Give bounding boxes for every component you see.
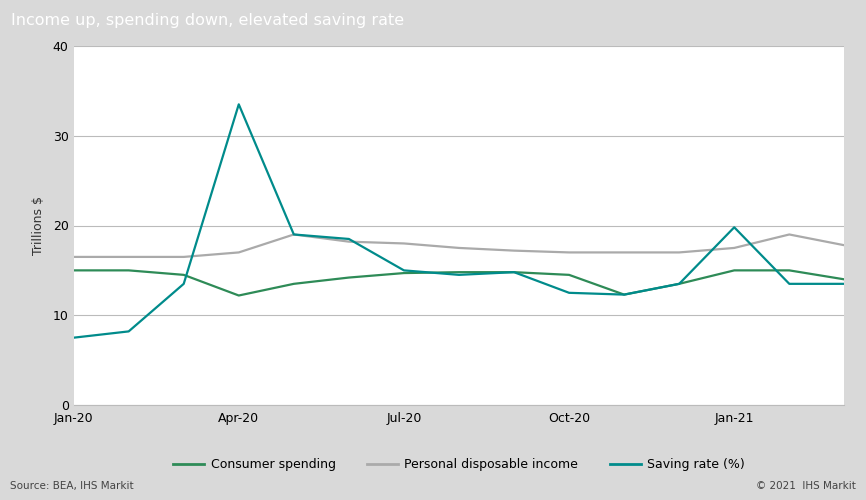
- Text: Income up, spending down, elevated saving rate: Income up, spending down, elevated savin…: [11, 14, 404, 28]
- Legend: Consumer spending, Personal disposable income, Saving rate (%): Consumer spending, Personal disposable i…: [173, 458, 745, 471]
- Text: © 2021  IHS Markit: © 2021 IHS Markit: [756, 481, 856, 491]
- Text: Source: BEA, IHS Markit: Source: BEA, IHS Markit: [10, 481, 134, 491]
- Y-axis label: Trillions $: Trillions $: [31, 196, 44, 255]
